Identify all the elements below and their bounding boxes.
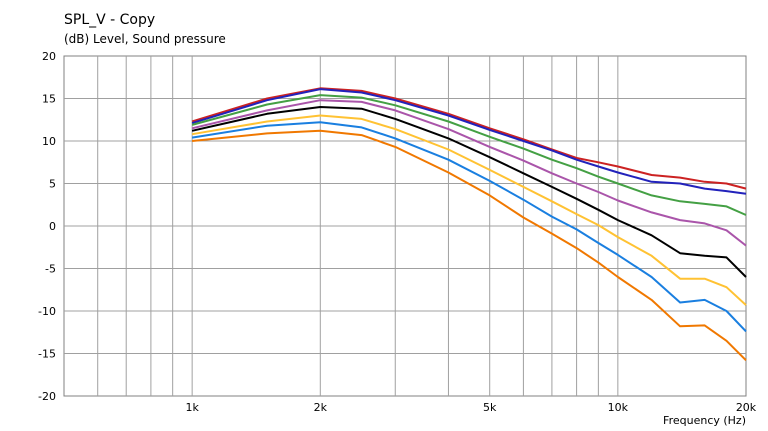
y-tick-label: 15 [42, 93, 56, 106]
series-line-5 [191, 106, 747, 278]
series-line-3 [191, 94, 747, 216]
y-tick-label: -5 [45, 263, 56, 276]
series-line-8 [191, 129, 747, 362]
series-line-2 [191, 88, 747, 195]
x-tick-label: 10k [608, 401, 629, 414]
x-tick-label: 20k [736, 401, 757, 414]
chart-title: SPL_V - Copy [64, 12, 156, 28]
y-tick-label: 5 [49, 178, 56, 191]
y-tick-label: 0 [49, 220, 56, 233]
x-tick-label: 5k [483, 401, 497, 414]
x-tick-label: 1k [185, 401, 199, 414]
y-axis-label: (dB) Level, Sound pressure [64, 32, 226, 46]
y-tick-label: 20 [42, 50, 56, 63]
y-tick-label: -20 [38, 390, 56, 403]
y-tick-label: -10 [38, 305, 56, 318]
x-axis-label: Frequency (Hz) [663, 414, 746, 427]
series-line-7 [191, 121, 747, 333]
y-tick-label: -15 [38, 348, 56, 361]
y-tick-label: 10 [42, 135, 56, 148]
x-tick-label: 2k [314, 401, 328, 414]
series-line-4 [191, 99, 747, 247]
series-line-6 [191, 114, 747, 306]
